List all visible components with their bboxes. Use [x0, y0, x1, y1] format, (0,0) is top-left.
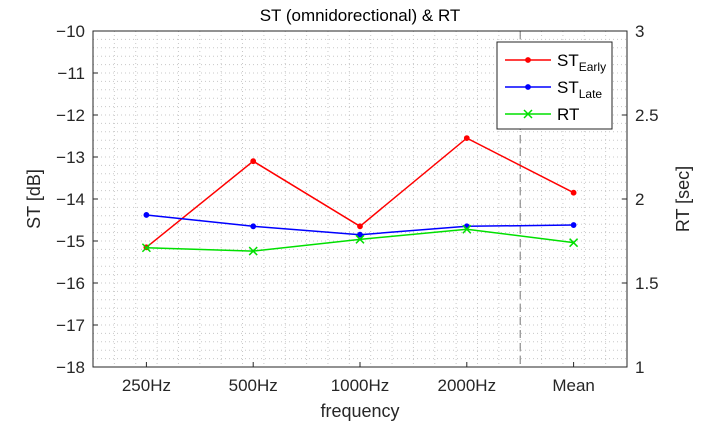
data-point	[523, 109, 533, 119]
data-point	[355, 234, 365, 244]
y-left-tick-label: −12	[56, 106, 85, 125]
data-point	[569, 238, 579, 248]
y-left-tick-label: −17	[56, 316, 85, 335]
data-point	[462, 224, 472, 234]
y-axis-right-label: RT [sec]	[673, 166, 693, 232]
y-right-tick-label: 1.5	[635, 274, 659, 293]
data-point	[525, 84, 531, 90]
y-right-tick-label: 1	[635, 358, 644, 377]
y-left-tick-label: −16	[56, 274, 85, 293]
x-tick-label: 1000Hz	[331, 376, 390, 395]
legend-label: RT	[557, 105, 579, 124]
ticks: −10 −11 −12 −13 −14 −15 −16 −17 −18 3 2.5 2 1.5 1 250H…	[56, 22, 658, 395]
y-left-tick-label: −10	[56, 22, 85, 41]
data-point	[525, 57, 531, 63]
data-point	[248, 246, 258, 256]
series-st-early	[143, 135, 577, 251]
series-layer	[141, 135, 579, 256]
data-point	[141, 243, 151, 253]
x-tick-label: 2000Hz	[437, 376, 496, 395]
data-point	[463, 135, 470, 142]
y-left-tick-label: −18	[56, 358, 85, 377]
x-tick-label: 500Hz	[229, 376, 278, 395]
y-left-tick-label: −13	[56, 148, 85, 167]
x-tick-label: Mean	[552, 376, 595, 395]
y-left-tick-label: −11	[57, 64, 85, 83]
y-left-tick-label: −15	[56, 232, 85, 251]
legend-entry-rt: RT	[505, 105, 579, 124]
x-axis-label: frequency	[320, 401, 399, 421]
data-point	[357, 223, 363, 230]
data-point	[250, 223, 257, 230]
x-tick-label: 250Hz	[122, 376, 171, 395]
data-point	[143, 212, 150, 218]
y-left-tick-label: −14	[56, 190, 85, 209]
y-right-tick-label: 2.5	[635, 106, 659, 125]
data-point	[250, 158, 257, 165]
data-point	[357, 231, 363, 238]
legend-box	[496, 41, 613, 130]
series-rt	[141, 224, 579, 256]
y-axis-left-label: ST [dB]	[24, 169, 44, 229]
data-point	[570, 222, 577, 228]
chart-title: ST (omnidorectional) & RT	[260, 6, 461, 25]
y-right-tick-label: 3	[635, 22, 644, 41]
data-point	[570, 189, 577, 196]
y-right-tick-label: 2	[635, 190, 644, 209]
